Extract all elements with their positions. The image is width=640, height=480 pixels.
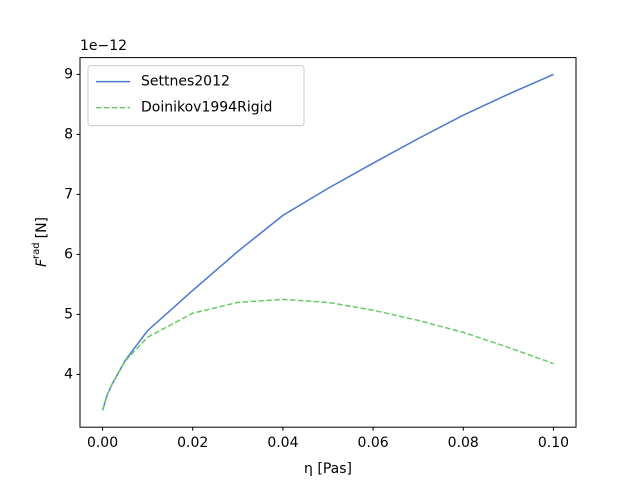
- series-line: [101, 73, 554, 411]
- y-tick-label: 7: [64, 186, 73, 202]
- y-tick-label: 8: [64, 126, 73, 142]
- y-tick-label: 4: [64, 366, 73, 382]
- x-tick-label: 0.02: [177, 435, 208, 451]
- y-label-symbol: F: [34, 258, 50, 267]
- y-label-unit: [N]: [34, 217, 50, 238]
- y-offset-label: 1e−12: [80, 38, 127, 54]
- y-tick-label: 6: [64, 246, 73, 262]
- x-tick-label: 0.00: [87, 435, 118, 451]
- legend-label: Doinikov1994Rigid: [141, 100, 272, 116]
- x-tick-label: 0.06: [358, 435, 389, 451]
- legend-box: [87, 65, 305, 127]
- x-tick-label: 0.08: [448, 435, 479, 451]
- y-axis-label: Frad [N]: [31, 217, 50, 267]
- y-tick-label: 9: [64, 66, 73, 82]
- plot-frame: [79, 57, 577, 428]
- y-tick-label: 5: [64, 306, 73, 322]
- y-label-sup: rad: [31, 242, 42, 259]
- x-axis-label: η [Pas]: [304, 461, 352, 477]
- legend-label: Settnes2012: [141, 74, 230, 90]
- x-tick-label: 0.04: [267, 435, 298, 451]
- x-tick-label: 0.10: [538, 435, 569, 451]
- series-line: [101, 298, 554, 411]
